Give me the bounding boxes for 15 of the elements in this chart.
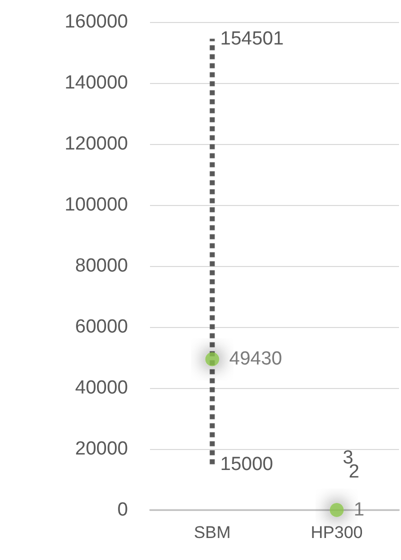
- x-tick-label: HP300: [310, 523, 363, 542]
- annotation: 154501: [220, 28, 284, 50]
- annotation: 15000: [220, 454, 274, 475]
- y-tick-label: 160000: [64, 12, 128, 32]
- data-label: 49430: [229, 348, 282, 370]
- y-tick-label: 100000: [64, 194, 128, 216]
- y-tick-label: 40000: [75, 378, 128, 398]
- y-tick-label: 0: [117, 500, 128, 520]
- data-label: 1: [354, 499, 364, 520]
- y-tick-label: 60000: [75, 316, 128, 338]
- y-tick-label: 20000: [75, 438, 128, 460]
- x-tick-label: SBM: [194, 523, 231, 542]
- y-tick-label: 120000: [64, 134, 128, 154]
- y-tick-label: 80000: [75, 256, 128, 276]
- y-tick-label: 140000: [64, 72, 128, 94]
